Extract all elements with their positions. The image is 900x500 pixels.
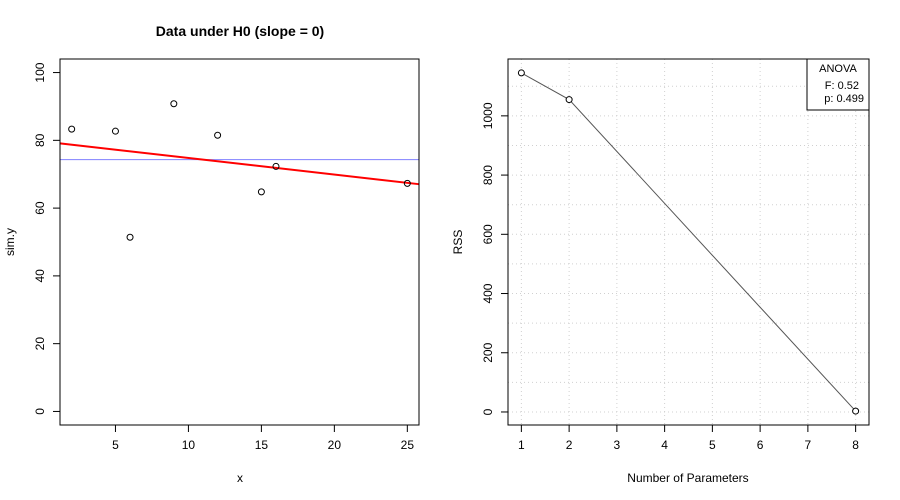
legend-f-value: F: 0.52 — [825, 80, 859, 92]
left-x-tick-label: 5 — [112, 438, 119, 452]
right-x-tick-label: 4 — [661, 438, 668, 452]
left-plot-frame — [59, 58, 420, 426]
data-point — [111, 127, 119, 135]
data-point — [403, 179, 411, 187]
right-x-tick-label: 3 — [614, 438, 621, 452]
rss-point — [852, 407, 860, 415]
left-y-axis-label: sim.y — [3, 228, 17, 256]
rss-line — [521, 72, 856, 412]
left-plot-title: Data under H0 (slope = 0) — [156, 23, 324, 39]
left-panel: Data under H0 (slope = 0) 5 10 15 20 25 0 20 4… — [3, 23, 420, 485]
right-y-tick-label: 1000 — [481, 102, 495, 129]
left-y-tick-label: 20 — [33, 337, 47, 351]
data-point — [170, 100, 178, 108]
data-point — [257, 188, 265, 196]
left-y-tick-label: 80 — [33, 133, 47, 147]
left-x-axis-label: x — [237, 471, 243, 485]
right-plot-frame — [507, 58, 870, 426]
legend-box — [806, 58, 870, 111]
data-point — [272, 162, 280, 170]
right-y-axis-label: RSS — [451, 230, 465, 255]
right-panel: 1 2 3 4 5 6 7 8 0 200 400 600 800 1000 Number of Par… — [451, 58, 870, 485]
right-x-tick-label: 5 — [709, 438, 716, 452]
legend-title: ANOVA — [819, 63, 857, 75]
data-point — [68, 125, 76, 133]
rss-point — [517, 69, 525, 77]
right-x-axis-label: Number of Parameters — [627, 471, 748, 485]
regression-line — [59, 142, 420, 186]
left-y-tick-label: 0 — [33, 408, 47, 415]
left-x-tick-label: 15 — [255, 438, 269, 452]
right-y-tick-label: 0 — [481, 408, 495, 415]
right-x-tick-label: 2 — [566, 438, 573, 452]
left-x-tick-label: 20 — [328, 438, 342, 452]
legend-p-value: p: 0.499 — [824, 93, 864, 105]
right-x-tick-label: 7 — [805, 438, 812, 452]
left-y-tick-label: 100 — [33, 62, 47, 82]
data-point — [214, 131, 222, 139]
anova-legend: ANOVA F: 0.52 p: 0.499 — [806, 58, 870, 111]
left-y-tick-label: 40 — [33, 269, 47, 283]
right-x-tick-label: 6 — [757, 438, 764, 452]
right-y-tick-label: 600 — [481, 224, 495, 244]
right-y-tick-label: 200 — [481, 342, 495, 362]
right-x-tick-label: 1 — [518, 438, 525, 452]
left-x-tick-label: 10 — [182, 438, 196, 452]
right-x-tick-label: 8 — [852, 438, 859, 452]
data-point — [126, 233, 134, 241]
rss-point — [565, 96, 573, 104]
left-x-tick-label: 25 — [401, 438, 415, 452]
right-y-tick-label: 800 — [481, 165, 495, 185]
left-y-tick-label: 60 — [33, 201, 47, 215]
right-y-tick-label: 400 — [481, 283, 495, 303]
